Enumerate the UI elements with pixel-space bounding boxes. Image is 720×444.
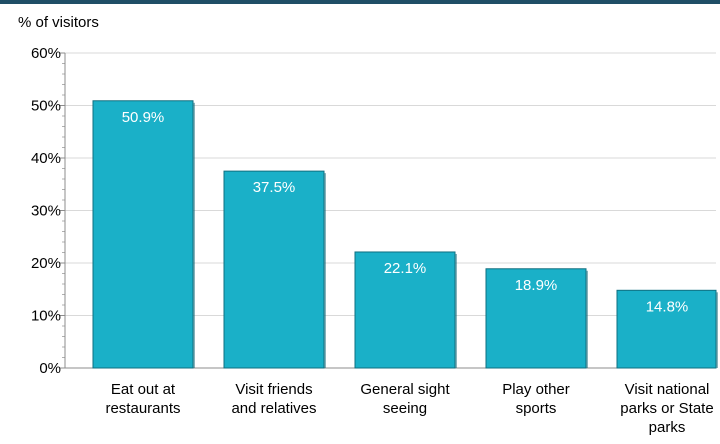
x-tick-label-line: Visit friends [235, 381, 312, 398]
y-tick-label: 40% [31, 150, 61, 167]
top-rule [0, 0, 720, 4]
bar [92, 100, 194, 369]
x-tick-label: Visit national parks or State parks [620, 381, 713, 436]
bar [223, 170, 325, 369]
y-tick-label: 50% [31, 98, 61, 115]
x-tick-label: Play other sports [502, 381, 570, 417]
x-tick-label-line: restaurants [105, 400, 180, 417]
y-axis-label: % of visitors [18, 14, 99, 31]
data-label: 14.8% [646, 298, 689, 315]
data-labels: 50.9% 37.5% 22.1% 18.9% 14.8% [122, 109, 689, 316]
data-label: 37.5% [253, 179, 296, 196]
y-tick-label: 0% [39, 360, 61, 377]
y-tick-label: 10% [31, 308, 61, 325]
data-label: 50.9% [122, 109, 165, 126]
data-label: 18.9% [515, 277, 558, 294]
x-tick-label-line: parks or State [620, 400, 713, 417]
x-tick-label: Visit friends and relatives [231, 381, 316, 417]
x-tick-label-line: parks [649, 419, 686, 436]
x-tick-label: Eat out at restaurants [105, 381, 180, 417]
x-tick-label-line: seeing [383, 400, 427, 417]
bar [616, 289, 717, 369]
y-tick-labels: 0% 10% 20% 30% 40% 50% 60% [31, 45, 61, 377]
y-tick-label: 20% [31, 255, 61, 272]
x-tick-label-line: sports [516, 400, 557, 417]
data-label: 22.1% [384, 260, 427, 277]
bar [354, 251, 456, 369]
y-tick-label: 60% [31, 45, 61, 62]
bars [92, 100, 718, 369]
x-tick-label-line: General sight [360, 381, 450, 398]
x-tick-label-line: Eat out at [111, 381, 176, 398]
bar [485, 268, 587, 369]
x-tick-label: General sight seeing [360, 381, 450, 417]
x-tick-label-line: and relatives [231, 400, 316, 417]
x-tick-label-line: Visit national [625, 381, 710, 398]
x-tick-label-line: Play other [502, 381, 570, 398]
x-tick-labels: Eat out at restaurants Visit friends and re… [105, 381, 713, 436]
y-tick-label: 30% [31, 203, 61, 220]
